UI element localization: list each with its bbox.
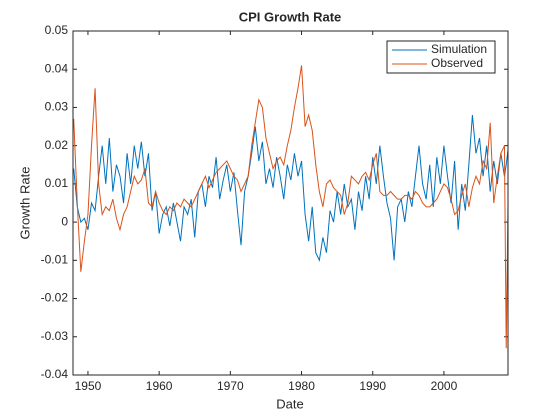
x-tick-label: 1980: [288, 379, 315, 393]
chart-title: CPI Growth Rate: [239, 9, 342, 24]
y-tick-label: 0: [61, 214, 68, 228]
y-tick-label: 0.01: [45, 176, 69, 190]
x-tick-label: 1990: [359, 379, 386, 393]
y-tick-label: 0.02: [45, 138, 69, 152]
y-tick-label: -0.03: [41, 329, 69, 343]
legend-box: [386, 40, 496, 74]
line-series: [73, 65, 508, 349]
legend-label: Observed: [431, 56, 483, 70]
y-axis-label: Growth Rate: [17, 167, 32, 240]
y-tick-label: -0.04: [41, 367, 69, 381]
y-tick-label: 0.03: [45, 100, 69, 114]
y-tick-label: 0.05: [45, 23, 69, 37]
y-tick-label: 0.04: [45, 61, 69, 75]
legend-label: Simulation: [431, 42, 487, 56]
axes-box: [72, 30, 509, 376]
y-tick-label: -0.02: [41, 291, 69, 305]
x-tick-label: 1960: [146, 379, 173, 393]
y-tick-label: -0.01: [41, 253, 69, 267]
x-axis-label: Date: [276, 396, 303, 411]
line-series: [73, 115, 508, 263]
x-tick-label: 2000: [431, 379, 458, 393]
x-tick-label: 1970: [217, 379, 244, 393]
x-tick-label: 1950: [75, 379, 102, 393]
